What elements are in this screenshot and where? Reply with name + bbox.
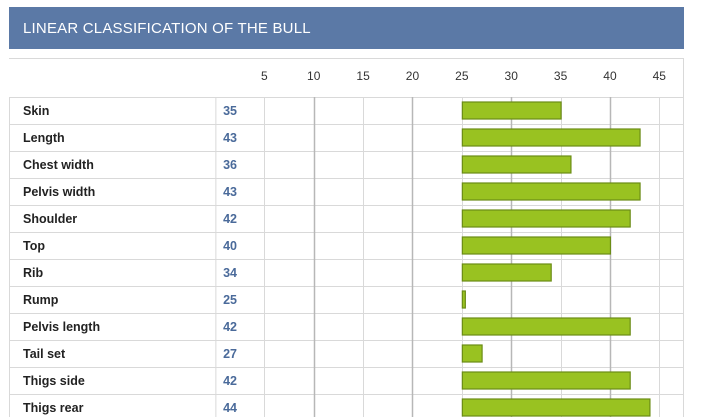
value-label: 27: [223, 347, 237, 361]
bar: [461, 344, 483, 363]
x-tick-label: 25: [455, 69, 469, 83]
value-label: 42: [223, 320, 237, 334]
bar: [461, 101, 562, 120]
value-label: 43: [223, 185, 237, 199]
value-label: 42: [223, 212, 237, 226]
chart-title: LINEAR CLASSIFICATION OF THE BULL: [23, 20, 311, 37]
bar: [461, 290, 466, 309]
value-label: 44: [223, 401, 237, 415]
x-tick-label: 10: [307, 69, 321, 83]
x-tick-label: 45: [653, 69, 667, 83]
bar: [461, 128, 641, 147]
x-tick-label: 5: [261, 69, 268, 83]
bar: [461, 371, 631, 390]
x-tick-label: 20: [406, 69, 420, 83]
bar: [461, 236, 612, 255]
category-label: Chest width: [23, 158, 94, 172]
bar: [461, 209, 631, 228]
value-label: 25: [223, 293, 237, 307]
category-label: Thigs rear: [23, 401, 84, 415]
category-label: Pelvis length: [23, 320, 100, 334]
bar: [461, 182, 641, 201]
category-label: Rump: [23, 293, 59, 307]
category-label: Length: [23, 131, 65, 145]
value-label: 42: [223, 374, 237, 388]
category-label: Shoulder: [23, 212, 77, 226]
x-tick-label: 15: [356, 69, 370, 83]
bar: [461, 398, 651, 417]
category-label: Tail set: [23, 347, 66, 361]
bar: [461, 263, 552, 282]
bar: [461, 155, 572, 174]
value-label: 40: [223, 239, 237, 253]
value-label: 36: [223, 158, 237, 172]
x-tick-label: 40: [603, 69, 617, 83]
x-tick-label: 30: [505, 69, 519, 83]
category-label: Thigs side: [23, 374, 85, 388]
value-label: 34: [223, 266, 237, 280]
category-label: Skin: [23, 104, 49, 118]
value-label: 35: [223, 104, 237, 118]
chart-header: LINEAR CLASSIFICATION OF THE BULL: [9, 7, 684, 49]
category-label: Top: [23, 239, 45, 253]
category-label: Rib: [23, 266, 44, 280]
bar: [461, 317, 631, 336]
x-tick-label: 35: [554, 69, 568, 83]
value-label: 43: [223, 131, 237, 145]
category-label: Pelvis width: [23, 185, 95, 199]
